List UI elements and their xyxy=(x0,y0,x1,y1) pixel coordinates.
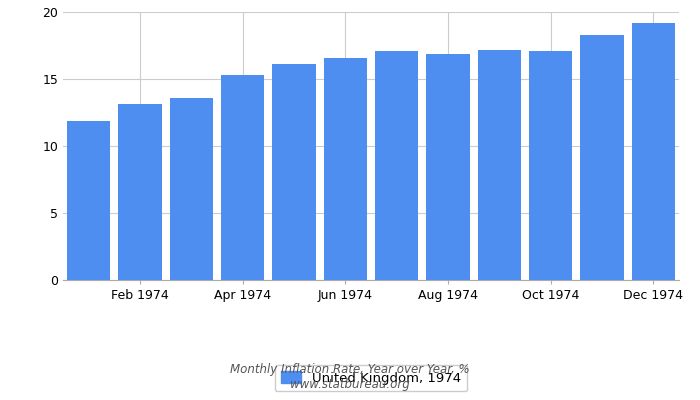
Bar xyxy=(426,54,470,280)
Bar xyxy=(169,98,213,280)
Bar xyxy=(118,104,162,280)
Bar xyxy=(580,35,624,280)
Bar xyxy=(375,51,419,280)
Bar xyxy=(272,64,316,280)
Bar xyxy=(66,120,111,280)
Legend: United Kingdom, 1974: United Kingdom, 1974 xyxy=(274,365,468,391)
Text: www.statbureau.org: www.statbureau.org xyxy=(290,378,410,391)
Bar xyxy=(528,51,573,280)
Bar xyxy=(631,23,675,280)
Bar xyxy=(477,50,521,280)
Text: Monthly Inflation Rate, Year over Year, %: Monthly Inflation Rate, Year over Year, … xyxy=(230,364,470,376)
Bar xyxy=(323,58,367,280)
Bar xyxy=(221,75,265,280)
